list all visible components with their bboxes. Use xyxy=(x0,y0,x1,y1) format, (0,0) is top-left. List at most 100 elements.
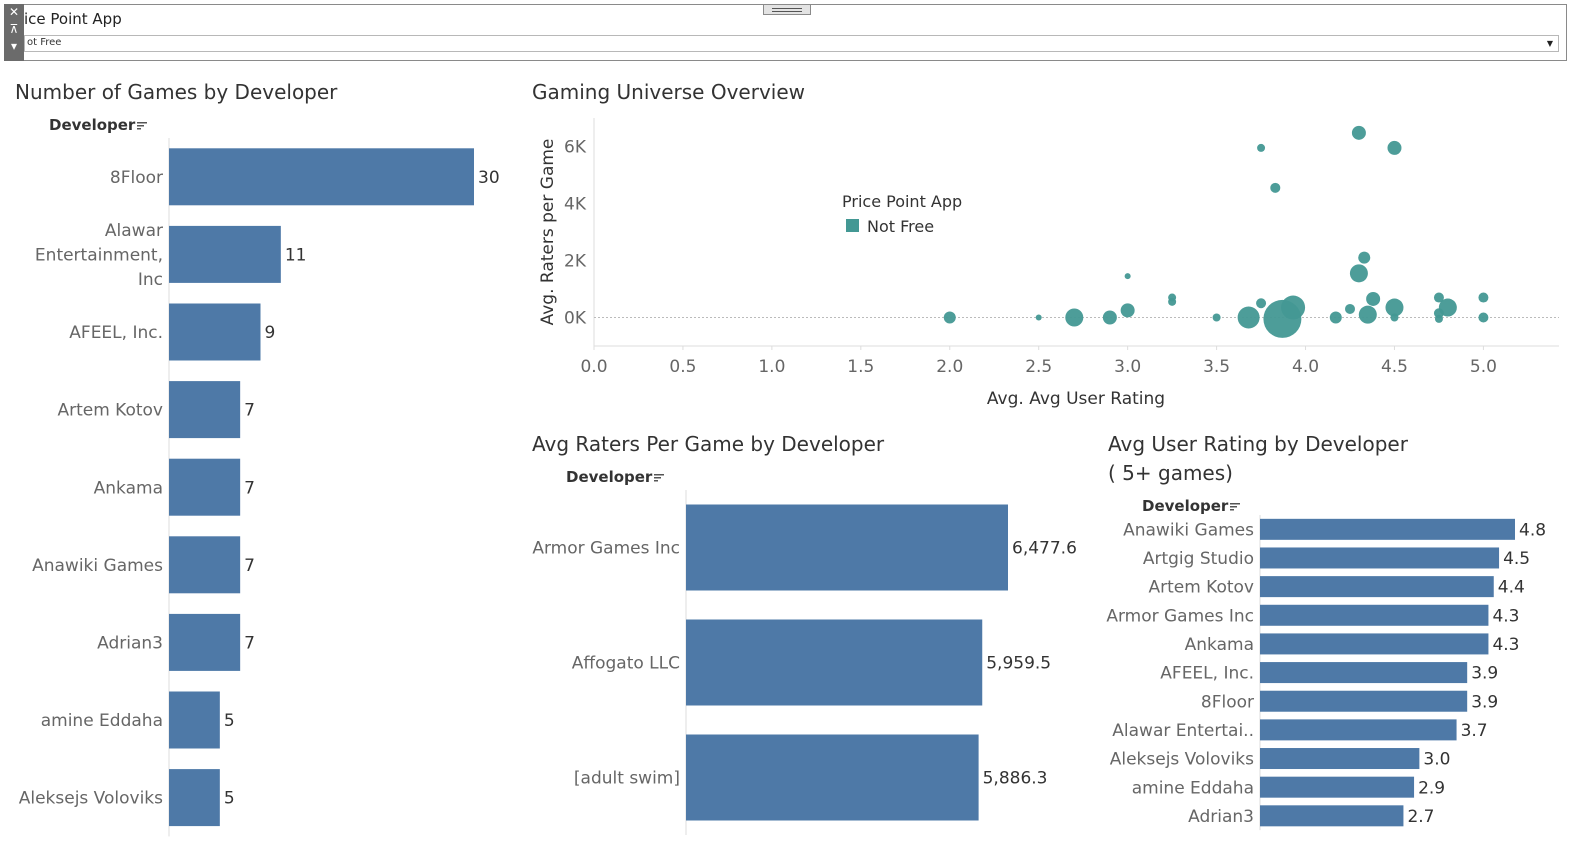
value-label: 7 xyxy=(244,556,255,576)
bar[interactable] xyxy=(1260,748,1420,770)
bar[interactable] xyxy=(686,619,983,706)
bar[interactable] xyxy=(1260,604,1489,626)
bar[interactable] xyxy=(169,381,241,439)
bubble-point[interactable] xyxy=(1256,298,1267,309)
bar[interactable] xyxy=(1260,662,1468,684)
bubble-point[interactable] xyxy=(1035,314,1042,321)
x-tick-label: 0.5 xyxy=(669,357,696,377)
value-label: 4.3 xyxy=(1492,606,1519,626)
bar[interactable] xyxy=(1260,805,1404,827)
bubble-point[interactable] xyxy=(1329,311,1342,324)
close-icon[interactable]: ✕ xyxy=(8,5,20,19)
bar[interactable] xyxy=(169,613,241,671)
bubble-point[interactable] xyxy=(1433,292,1444,303)
bubble-point[interactable] xyxy=(943,311,956,324)
value-label: 4.5 xyxy=(1503,549,1530,569)
field-header-label: Developer xyxy=(1142,497,1229,515)
bar[interactable] xyxy=(1260,576,1494,598)
bubble-point[interactable] xyxy=(1349,264,1368,283)
bubble-point[interactable] xyxy=(1270,182,1281,193)
bubble-point[interactable] xyxy=(1366,291,1381,306)
bar[interactable] xyxy=(686,734,979,821)
bar[interactable] xyxy=(1260,719,1457,741)
x-tick-label: 2.0 xyxy=(936,357,963,377)
bubble-point[interactable] xyxy=(1120,303,1135,318)
pin-icon[interactable]: ⊼ xyxy=(9,22,19,36)
bubble-point[interactable] xyxy=(1212,313,1221,322)
bar[interactable] xyxy=(169,303,261,361)
value-label: 3.0 xyxy=(1423,750,1450,770)
bar[interactable] xyxy=(1260,776,1415,798)
y-axis-title: Avg. Raters per Game xyxy=(538,139,558,326)
bubble-point[interactable] xyxy=(1358,305,1377,324)
bar[interactable] xyxy=(169,225,281,283)
category-label: Alawar Entertai.. xyxy=(1112,721,1254,741)
x-tick-label: 1.5 xyxy=(847,357,874,377)
category-label: Adrian3 xyxy=(1188,807,1254,827)
bar[interactable] xyxy=(169,536,241,594)
category-label: Armor Games Inc xyxy=(532,539,680,559)
bubble-point[interactable] xyxy=(1345,303,1356,314)
bar[interactable] xyxy=(1260,547,1500,569)
overview-scatter-chart: 0.0 0.5 1.0 1.5 2.0 2.5 3.0 3.5 4.0 4.5 5.0 0K 2K 4K 6… xyxy=(538,118,1559,409)
chevron-down-icon[interactable]: ▼ xyxy=(1546,39,1554,48)
bubble-point[interactable] xyxy=(1124,273,1131,280)
bubble-point[interactable] xyxy=(1358,251,1371,264)
bar[interactable] xyxy=(169,148,474,206)
sort-icon[interactable] xyxy=(1230,503,1241,511)
value-label: 7 xyxy=(244,634,255,654)
bubble-point[interactable] xyxy=(1434,314,1443,323)
raters-chart-title: Avg Raters Per Game by Developer xyxy=(532,432,885,456)
raters-field-header[interactable]: Developer xyxy=(566,468,665,486)
category-label: Aleksejs Voloviks xyxy=(1110,750,1254,770)
category-label: 8Floor xyxy=(1201,692,1254,712)
sort-icon[interactable] xyxy=(654,474,665,482)
y-tick-label: 4K xyxy=(564,195,587,215)
bubble-point[interactable] xyxy=(1385,298,1404,317)
value-label: 30 xyxy=(478,168,500,188)
more-options-icon[interactable]: ▾ xyxy=(10,39,18,53)
field-header-label: Developer xyxy=(49,116,136,134)
bar[interactable] xyxy=(169,458,241,516)
category-label: AFEEL, Inc. xyxy=(1160,664,1254,684)
bar[interactable] xyxy=(1260,690,1468,712)
bubble-point[interactable] xyxy=(1478,312,1489,323)
legend-swatch[interactable] xyxy=(846,219,859,232)
category-label: Armor Games Inc xyxy=(1106,606,1254,626)
legend-item-not-free[interactable]: Not Free xyxy=(867,217,935,236)
value-label: 5,886.3 xyxy=(983,769,1048,789)
rating-bar-chart: 4.8 Anawiki Games 4.5 Artgig Studio 4.4 Artem… xyxy=(1106,515,1546,831)
legend-title: Price Point App xyxy=(842,192,963,211)
bubble-point[interactable] xyxy=(1438,298,1457,317)
bubble-point[interactable] xyxy=(1390,313,1399,322)
price-point-dropdown[interactable]: ot Free ▼ xyxy=(24,35,1559,52)
value-label: 4.8 xyxy=(1519,520,1546,540)
bubble-point[interactable] xyxy=(1168,297,1177,306)
bubble-point[interactable] xyxy=(1237,306,1260,329)
bubble-point[interactable] xyxy=(1281,295,1306,320)
value-label: 4.3 xyxy=(1492,635,1519,655)
games-field-header[interactable]: Developer xyxy=(49,116,148,134)
resize-grip-handle[interactable] xyxy=(763,4,811,15)
sort-icon[interactable] xyxy=(137,122,148,130)
bubble-point[interactable] xyxy=(1102,310,1117,325)
category-label: 8Floor xyxy=(110,168,163,188)
bubble-point[interactable] xyxy=(1257,143,1266,152)
bar[interactable] xyxy=(1260,633,1489,655)
category-label: Inc xyxy=(138,270,163,290)
rating-chart-subtitle: ( 5+ games) xyxy=(1108,461,1233,485)
x-tick-label: 4.5 xyxy=(1381,357,1408,377)
bubble-point[interactable] xyxy=(1065,308,1084,327)
bubble-point[interactable] xyxy=(1387,140,1402,155)
bubble-point[interactable] xyxy=(1351,125,1366,140)
x-tick-label: 3.0 xyxy=(1114,357,1141,377)
bar[interactable] xyxy=(169,691,220,749)
bar[interactable] xyxy=(686,504,1008,591)
rating-field-header[interactable]: Developer xyxy=(1142,497,1241,515)
x-tick-label: 4.0 xyxy=(1292,357,1319,377)
bubble-point[interactable] xyxy=(1478,292,1489,303)
category-label: AFEEL, Inc. xyxy=(69,323,163,343)
bar[interactable] xyxy=(1260,518,1515,540)
category-label: amine Eddaha xyxy=(41,711,163,731)
bar[interactable] xyxy=(169,769,220,827)
